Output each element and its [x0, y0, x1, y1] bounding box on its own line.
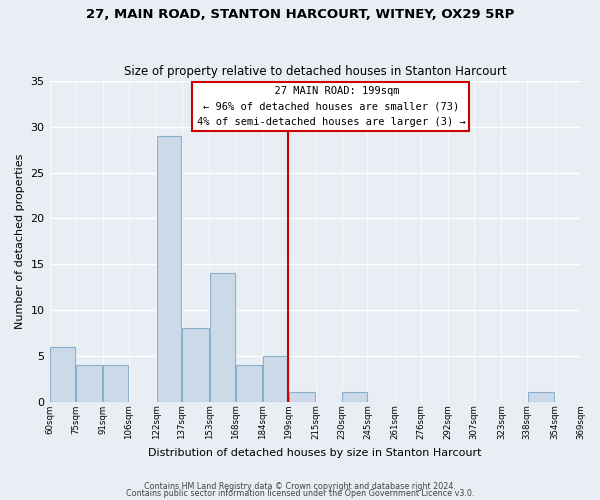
Bar	[236, 365, 262, 402]
Bar	[103, 365, 128, 402]
Bar	[182, 328, 209, 402]
Title: Size of property relative to detached houses in Stanton Harcourt: Size of property relative to detached ho…	[124, 66, 506, 78]
Text: 27, MAIN ROAD, STANTON HARCOURT, WITNEY, OX29 5RP: 27, MAIN ROAD, STANTON HARCOURT, WITNEY,…	[86, 8, 514, 20]
Bar	[210, 274, 235, 402]
Bar	[76, 365, 103, 402]
Bar	[527, 392, 554, 402]
Text: Contains HM Land Registry data © Crown copyright and database right 2024.: Contains HM Land Registry data © Crown c…	[144, 482, 456, 491]
Text: 27 MAIN ROAD: 199sqm
← 96% of detached houses are smaller (73)
4% of semi-detach: 27 MAIN ROAD: 199sqm ← 96% of detached h…	[197, 86, 466, 127]
X-axis label: Distribution of detached houses by size in Stanton Harcourt: Distribution of detached houses by size …	[148, 448, 482, 458]
Bar	[289, 392, 316, 402]
Y-axis label: Number of detached properties: Number of detached properties	[15, 154, 25, 329]
Bar	[157, 136, 181, 402]
Text: Contains public sector information licensed under the Open Government Licence v3: Contains public sector information licen…	[126, 490, 474, 498]
Bar	[263, 356, 288, 402]
Bar	[50, 346, 75, 402]
Bar	[342, 392, 367, 402]
